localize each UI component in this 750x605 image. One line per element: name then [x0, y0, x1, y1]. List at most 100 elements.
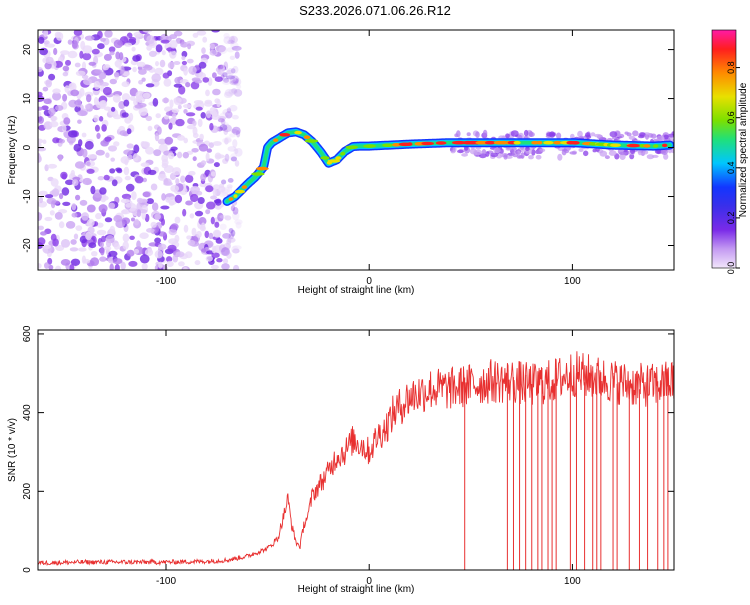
noise-cell — [222, 137, 232, 144]
snr-series — [38, 351, 674, 570]
noise-cell — [82, 177, 92, 186]
noise-cell — [171, 108, 180, 113]
noise-cell — [131, 46, 136, 52]
noise-cell — [86, 168, 95, 174]
noise-cell — [98, 116, 104, 122]
noise-cell — [160, 39, 170, 44]
noise-cell — [121, 93, 131, 102]
noise-cell — [69, 247, 79, 252]
noise-cell — [124, 42, 133, 47]
noise-cell — [183, 266, 188, 270]
noise-cell — [183, 224, 189, 233]
noise-cell — [189, 213, 195, 219]
noise-cell — [113, 114, 122, 120]
spectrogram-ridge — [222, 127, 674, 206]
noise-cell — [79, 235, 88, 244]
noise-cell — [221, 263, 230, 270]
noise-cell — [461, 153, 468, 157]
noise-cell — [219, 214, 228, 219]
noise-cell — [55, 265, 62, 270]
noise-cell — [153, 149, 162, 157]
noise-cell — [113, 141, 120, 147]
noise-cell — [81, 61, 87, 70]
ridge-hotspot — [499, 140, 509, 145]
noise-cell — [201, 248, 207, 253]
noise-cell — [163, 78, 172, 87]
noise-cell — [569, 151, 577, 155]
noise-cell — [198, 217, 207, 226]
snr-line — [38, 351, 674, 567]
noise-cell — [190, 185, 201, 194]
noise-cell — [47, 163, 58, 169]
noise-cell — [180, 41, 189, 48]
noise-cell — [74, 106, 81, 113]
noise-cell — [70, 169, 76, 177]
noise-cell — [642, 150, 649, 155]
noise-cell — [71, 212, 78, 218]
noise-cell — [523, 129, 529, 137]
noise-cell — [220, 188, 229, 196]
noise-cell — [111, 179, 118, 187]
noise-cell — [154, 213, 161, 220]
noise-cell — [170, 146, 178, 151]
noise-cell — [109, 263, 114, 270]
noise-cell — [45, 43, 56, 48]
noise-cell — [39, 196, 43, 204]
noise-cell — [166, 260, 174, 267]
noise-cell — [150, 183, 158, 191]
noise-cell — [585, 132, 591, 138]
noise-cell — [95, 149, 105, 156]
noise-cell — [38, 111, 42, 117]
ridge-hotspot — [241, 185, 248, 189]
noise-cell — [225, 249, 231, 255]
noise-cell — [115, 51, 121, 60]
noise-cell — [225, 240, 232, 249]
noise-cell — [50, 115, 58, 122]
noise-cell — [164, 136, 174, 145]
y-tick-label: -10 — [22, 189, 33, 204]
noise-cell — [154, 237, 162, 244]
noise-cell — [103, 246, 112, 251]
noise-cell — [60, 239, 71, 248]
noise-cell — [230, 68, 236, 74]
noise-cell — [219, 223, 227, 230]
noise-cell — [121, 81, 130, 88]
noise-cell — [592, 148, 597, 153]
ridge-hotspot — [303, 135, 311, 139]
noise-cell — [230, 153, 238, 162]
noise-cell — [69, 264, 75, 270]
noise-cell — [100, 100, 108, 108]
noise-cell — [74, 161, 85, 169]
noise-cell — [43, 30, 49, 37]
noise-cell — [452, 145, 457, 153]
noise-cell — [104, 136, 112, 142]
noise-cell — [200, 173, 207, 182]
noise-cell — [200, 112, 206, 119]
ridge-hotspot — [407, 142, 413, 146]
noise-cell — [197, 197, 205, 204]
noise-cell — [84, 104, 91, 110]
noise-cell — [192, 156, 197, 162]
noise-cell — [173, 83, 183, 88]
noise-cell — [62, 93, 68, 102]
noise-cell — [206, 201, 216, 210]
noise-cell — [100, 37, 106, 42]
spectrogram-x-label: Height of straight line (km) — [298, 285, 415, 296]
colorbar-tick-label: 0.0 — [726, 262, 736, 275]
noise-cell — [223, 122, 229, 128]
ridge-hotspot — [610, 143, 621, 147]
noise-cell — [88, 242, 97, 249]
noise-cell — [136, 240, 141, 250]
noise-cell — [183, 137, 188, 144]
ridge-hotspot — [273, 138, 279, 142]
noise-cell — [164, 115, 170, 120]
x-tick-label: -100 — [156, 276, 176, 287]
noise-cell — [516, 154, 523, 159]
noise-cell — [142, 191, 151, 198]
noise-cell — [232, 207, 239, 215]
noise-cell — [99, 187, 107, 195]
noise-cell — [599, 150, 608, 157]
colorbar-tick-label: 0.4 — [726, 162, 736, 175]
noise-cell — [48, 107, 56, 116]
noise-cell — [156, 126, 162, 135]
